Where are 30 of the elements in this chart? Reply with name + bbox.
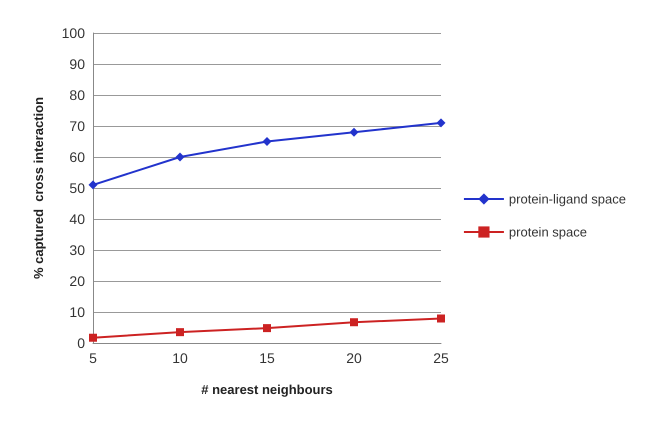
y-tick-label: 40 bbox=[69, 211, 86, 227]
x-tick-label: 15 bbox=[259, 350, 275, 366]
point bbox=[88, 180, 98, 190]
x-tick-label: 10 bbox=[172, 350, 188, 366]
point bbox=[176, 152, 184, 162]
y-tick-label: 70 bbox=[69, 118, 86, 134]
y-axis-title: % captured cross interaction bbox=[31, 96, 46, 280]
y-tick-label: 90 bbox=[69, 56, 86, 72]
y-tick-label: 100 bbox=[62, 25, 86, 41]
y-tick-label: 80 bbox=[69, 87, 86, 103]
y-tick-label: 20 bbox=[69, 273, 86, 289]
point bbox=[437, 314, 445, 323]
y-tick-label: 60 bbox=[69, 149, 86, 165]
point bbox=[262, 137, 272, 146]
point bbox=[176, 328, 184, 336]
x-tick-label: 5 bbox=[89, 350, 98, 366]
x-tick-label: 20 bbox=[346, 350, 362, 366]
y-tick-label: 30 bbox=[69, 242, 86, 258]
point bbox=[89, 334, 97, 342]
y-tick-label: 0 bbox=[77, 335, 86, 351]
y-tick-label: 50 bbox=[69, 180, 86, 196]
x-axis-title: # nearest neighbours bbox=[201, 382, 333, 397]
point bbox=[350, 128, 358, 137]
point bbox=[263, 324, 271, 332]
legend-label: protein-ligand space bbox=[508, 192, 626, 206]
y-tick-label: 10 bbox=[69, 304, 86, 320]
point bbox=[350, 318, 358, 326]
x-tick-label: 25 bbox=[433, 350, 449, 366]
point bbox=[436, 118, 446, 128]
legend-label: protein space bbox=[508, 224, 587, 240]
